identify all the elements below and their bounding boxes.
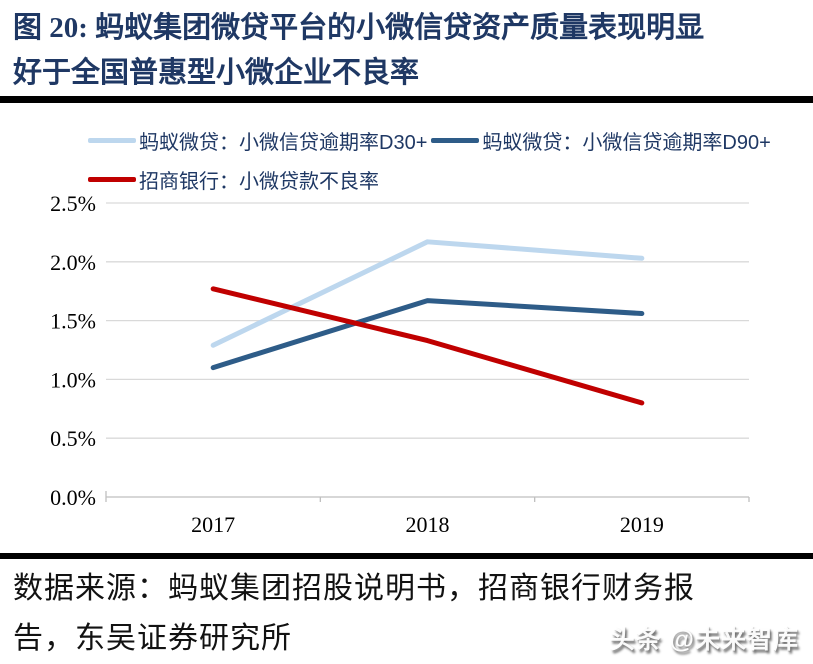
legend-item-d30: 蚂蚁微贷：小微信贷逾期率D30+ — [88, 126, 427, 155]
legend-item-d90: 蚂蚁微贷：小微信贷逾期率D90+ — [431, 126, 771, 155]
series-line-0 — [210, 239, 645, 348]
y-tick-label: 1.0% — [50, 367, 96, 392]
legend-label-d30: 蚂蚁微贷：小微信贷逾期率D30+ — [139, 132, 428, 154]
footer-divider-rule — [0, 553, 813, 559]
legend-line-swatch-cmb — [88, 177, 136, 182]
x-tick-label: 2019 — [620, 512, 664, 537]
figure-title-line1: 图 20: 蚂蚁集团微贷平台的小微信贷资产质量表现明显 — [13, 12, 705, 44]
figure-title: 图 20: 蚂蚁集团微贷平台的小微信贷资产质量表现明显 好于全国普惠型小微企业不… — [13, 6, 803, 96]
y-tick-label: 0.5% — [50, 426, 96, 451]
data-source-line1: 数据来源：蚂蚁集团招股说明书，招商银行财务报 — [13, 572, 695, 605]
y-tick-label: 2.5% — [50, 191, 96, 216]
legend-line-swatch-d90 — [431, 138, 480, 143]
legend-label-d90: 蚂蚁微贷：小微信贷逾期率D90+ — [482, 132, 771, 154]
data-source-note: 数据来源：蚂蚁集团招股说明书，招商银行财务报 告，东吴证券研究所 — [13, 564, 793, 664]
toutiao-watermark: 头条 @未来智库 — [609, 626, 799, 654]
series-line-1 — [210, 298, 645, 371]
figure-title-line2: 好于全国普惠型小微企业不良率 — [13, 57, 420, 89]
line-chart: 0.0% 0.5% 1.0% 1.5% 2.0% 2.5% 2017 2018 2019 — [0, 190, 813, 550]
y-tick-label: 1.5% — [50, 309, 96, 334]
x-tick-label: 2017 — [191, 512, 235, 537]
chart-legend: 蚂蚁微贷：小微信贷逾期率D30+ 蚂蚁微贷：小微信贷逾期率D90+ 招商银行：小… — [88, 126, 778, 194]
legend-label-cmb: 招商银行：小微贷款不良率 — [139, 171, 379, 193]
line-chart-canvas: 0.0% 0.5% 1.0% 1.5% 2.0% 2.5% 2017 2018 2019 — [50, 191, 750, 537]
data-source-line2: 告，东吴证券研究所 — [13, 622, 292, 655]
y-tick-label: 2.0% — [50, 250, 96, 275]
x-tick-label: 2018 — [406, 512, 450, 537]
legend-item-cmb: 招商银行：小微贷款不良率 — [88, 165, 379, 194]
title-divider-rule — [0, 96, 813, 103]
y-tick-label: 0.0% — [50, 485, 96, 510]
legend-line-swatch-d30 — [88, 138, 136, 143]
series-line-2 — [210, 286, 645, 406]
